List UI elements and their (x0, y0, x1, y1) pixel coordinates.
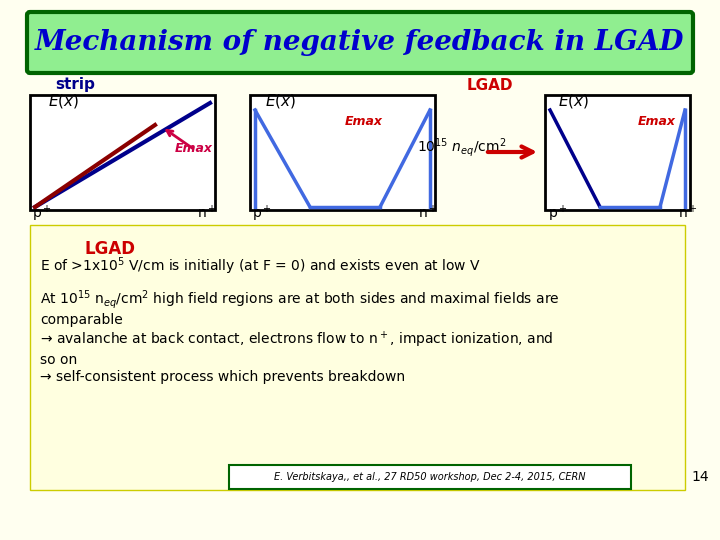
Text: At 10$^{15}$ n$_{eq}$/cm$^2$ high field regions are at both sides and maximal fi: At 10$^{15}$ n$_{eq}$/cm$^2$ high field … (40, 288, 559, 327)
FancyBboxPatch shape (229, 465, 631, 489)
Text: $E(x)$: $E(x)$ (265, 91, 296, 110)
Text: LGAD: LGAD (467, 78, 513, 92)
Text: Emax: Emax (175, 142, 213, 155)
FancyBboxPatch shape (30, 225, 685, 490)
Text: 14: 14 (691, 470, 708, 484)
Text: n$^+$: n$^+$ (197, 204, 217, 221)
Text: n$^+$: n$^+$ (418, 204, 438, 221)
Text: $10^{15}$ $n_{eq}$/cm$^2$: $10^{15}$ $n_{eq}$/cm$^2$ (418, 137, 507, 159)
Text: p$^+$: p$^+$ (32, 204, 52, 224)
Text: n$^+$: n$^+$ (678, 204, 698, 221)
Text: Emax: Emax (638, 115, 676, 128)
FancyBboxPatch shape (27, 12, 693, 73)
Text: p$^+$: p$^+$ (252, 204, 272, 224)
Text: Mechanism of negative feedback in LGAD: Mechanism of negative feedback in LGAD (35, 29, 685, 56)
Text: → self-consistent process which prevents breakdown: → self-consistent process which prevents… (40, 370, 405, 384)
Text: LGAD: LGAD (85, 240, 136, 258)
Text: E of >1x10$^5$ V/cm is initially (at F = 0) and exists even at low V: E of >1x10$^5$ V/cm is initially (at F =… (40, 255, 481, 276)
Text: p$^+$: p$^+$ (548, 204, 568, 224)
Text: strip: strip (55, 78, 95, 92)
Bar (250, 95, 435, 210)
Text: $E(x)$: $E(x)$ (48, 91, 79, 110)
Text: $E(x)$: $E(x)$ (558, 91, 589, 110)
Bar (30, 95, 215, 210)
Bar (545, 95, 690, 210)
Text: Emax: Emax (345, 115, 383, 128)
Text: E. Verbitskaya,, et al., 27 RD50 workshop, Dec 2-4, 2015, CERN: E. Verbitskaya,, et al., 27 RD50 worksho… (274, 472, 586, 482)
Text: → avalanche at back contact, electrons flow to n$^+$, impact ionization, and
so : → avalanche at back contact, electrons f… (40, 330, 554, 367)
